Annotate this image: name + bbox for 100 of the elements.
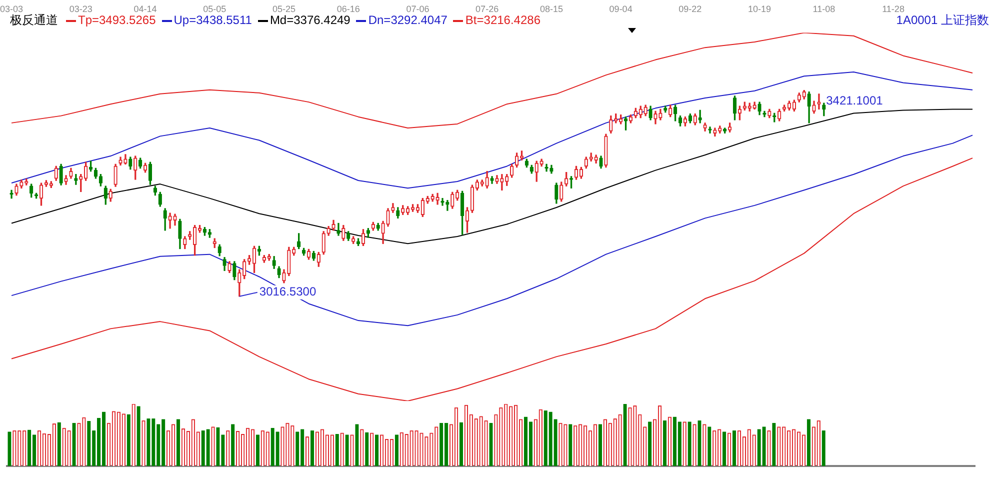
x-tick-label: 03-03 <box>0 4 24 14</box>
candlestick <box>752 102 756 110</box>
x-tick-label: 04-14 <box>134 4 157 14</box>
candlestick <box>202 227 207 236</box>
candlestick <box>277 266 281 278</box>
chart-title: 极反通道 <box>10 13 58 28</box>
candlestick <box>599 156 603 169</box>
x-tick-label: 09-04 <box>609 4 632 14</box>
x-tick-label: 11-08 <box>812 4 836 14</box>
candlestick <box>728 122 732 132</box>
candlestick <box>222 257 226 271</box>
x-tick-label: 03-23 <box>69 4 92 14</box>
candlestick <box>495 175 499 184</box>
candlestick <box>168 212 172 229</box>
candlestick <box>812 100 816 114</box>
candlestick <box>228 261 232 273</box>
candlestick <box>74 174 78 185</box>
annotation: 3421.1001 <box>826 94 884 108</box>
x-tick-label: 10-19 <box>748 4 772 14</box>
candlestick <box>124 154 128 165</box>
x-tick-label: 05-25 <box>272 4 296 14</box>
candlestick <box>436 192 440 205</box>
legend-label: Tp=3493.5265 <box>78 13 156 28</box>
candlestick <box>723 128 727 134</box>
candlestick <box>505 174 509 186</box>
candlestick <box>554 182 558 204</box>
candlestick <box>158 192 162 207</box>
x-tick-label: 11-28 <box>882 4 904 14</box>
x-tick-label: 07-26 <box>476 4 499 14</box>
candlestick <box>342 224 346 241</box>
candlestick <box>336 222 340 236</box>
candlestick <box>322 231 326 255</box>
candlestick <box>703 122 707 132</box>
legend-label: Md=3376.4249 <box>270 13 350 28</box>
candlestick <box>208 229 212 238</box>
candlestick <box>732 96 737 120</box>
candlestick <box>758 102 762 116</box>
x-tick-label: 07-06 <box>406 4 430 14</box>
candlestick <box>440 198 444 206</box>
candlestick <box>218 244 222 256</box>
candlestick <box>560 182 564 202</box>
candlestick <box>550 164 554 174</box>
candlestick <box>326 226 330 236</box>
candlestick <box>609 115 613 134</box>
candlestick <box>678 115 682 126</box>
candlestick <box>768 108 772 118</box>
candlestick <box>54 166 58 181</box>
candlestick <box>346 231 350 241</box>
candlestick <box>262 255 266 263</box>
candlestick <box>178 218 182 250</box>
candlestick <box>14 184 18 196</box>
candlestick <box>450 192 454 209</box>
candlestick <box>64 175 68 185</box>
candlestick <box>802 90 806 100</box>
candlestick <box>332 220 336 231</box>
candlestick <box>817 94 821 110</box>
x-tick-label: 06-16 <box>336 4 360 14</box>
candlestick <box>148 162 152 185</box>
x-tick-label: 05-05 <box>203 4 226 14</box>
candlestick <box>762 110 766 118</box>
candlestick <box>500 174 504 190</box>
candlestick <box>391 203 395 213</box>
candlestick <box>544 164 548 172</box>
candlestick <box>381 220 385 244</box>
candlestick <box>594 154 598 164</box>
candlestick <box>470 184 474 213</box>
candlestick <box>490 176 494 184</box>
candlestick <box>589 152 593 162</box>
candlestick <box>485 170 489 188</box>
candlestick <box>232 261 236 280</box>
candlestick <box>708 126 712 134</box>
candlestick <box>564 172 568 186</box>
candlestick <box>569 176 574 188</box>
candlestick <box>287 246 291 276</box>
candlestick <box>386 208 390 227</box>
annotation: 3016.5300 <box>259 284 316 299</box>
candlestick <box>361 229 366 246</box>
legend-label: Bt=3216.4286 <box>465 13 540 28</box>
candlestick <box>604 134 608 168</box>
candlestick <box>366 228 370 238</box>
candlestick <box>282 269 286 284</box>
candlestick <box>316 252 320 267</box>
candlestick <box>118 156 122 166</box>
candlestick <box>134 156 138 180</box>
candlestick <box>480 180 484 186</box>
x-tick-label: 08-15 <box>540 4 563 14</box>
candlestick <box>114 164 118 187</box>
candlestick <box>44 180 48 187</box>
legend-label: Dn=3292.4047 <box>368 13 448 28</box>
candlestick <box>693 113 697 126</box>
candlestick <box>658 108 662 120</box>
candlestick <box>173 214 177 226</box>
candlestick <box>242 259 246 280</box>
candlestick <box>618 114 623 124</box>
candlestick <box>69 168 73 179</box>
candlestick <box>98 174 103 186</box>
candlestick <box>272 256 276 269</box>
candlestick <box>183 236 187 250</box>
candlestick <box>446 200 450 211</box>
candlestick <box>10 190 14 199</box>
